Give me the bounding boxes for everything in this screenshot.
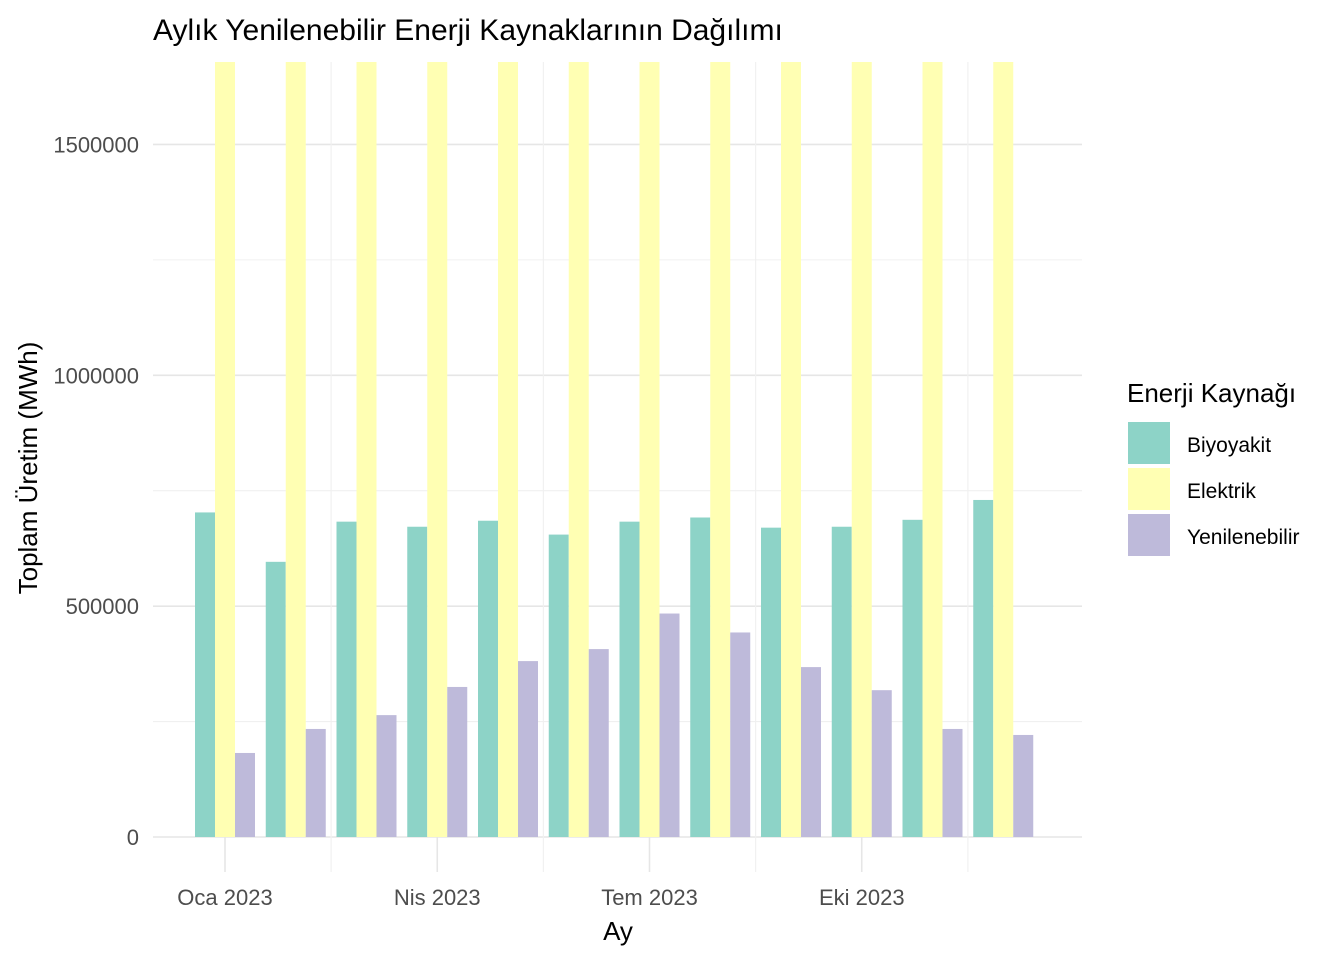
y-tick-label: 1000000 [53, 363, 139, 388]
y-tick-label: 500000 [66, 594, 139, 619]
x-tick-label: Tem 2023 [601, 885, 698, 910]
x-tick-label: Oca 2023 [177, 885, 272, 910]
chart-title: Aylık Yenilenebilir Enerji Kaynaklarının… [153, 14, 783, 47]
bar-biyoyakit-2023-06 [548, 534, 569, 837]
bar-yenilenebilir-2023-06 [588, 649, 609, 837]
legend-key-elektrik [1128, 468, 1170, 510]
legend-label-elektrik: Elektrik [1187, 480, 1256, 503]
bar-yenilenebilir-2023-07 [659, 613, 680, 837]
bar-biyoyakit-2023-07 [619, 521, 640, 837]
bar-yenilenebilir-2023-05 [518, 661, 538, 837]
bar-biyoyakit-2023-12 [973, 499, 994, 837]
bar-biyoyakit-2023-03 [336, 521, 357, 837]
bar-biyoyakit-2023-11 [902, 519, 923, 837]
legend-key-yenilenebilir [1128, 514, 1170, 556]
bar-yenilenebilir-2023-02 [305, 728, 326, 837]
x-axis-ticks: Oca 2023 Nis 2023 Tem 2023 Eki 2023 [177, 885, 904, 910]
bar-biyoyakit-2023-05 [478, 520, 498, 837]
bar-yenilenebilir-2023-08 [730, 632, 751, 837]
y-tick-label: 1500000 [53, 132, 139, 157]
bar-biyoyakit-2023-01 [195, 512, 215, 837]
bar-elektrik-2023-03 [356, 62, 377, 837]
bar-yenilenebilir-2023-10 [871, 690, 892, 837]
bar-elektrik-2023-06 [568, 62, 589, 837]
x-tick-label: Eki 2023 [819, 885, 905, 910]
bar-elektrik-2023-09 [781, 62, 801, 837]
bar-biyoyakit-2023-09 [761, 527, 781, 837]
bar-biyoyakit-2023-02 [265, 561, 286, 837]
bar-yenilenebilir-2023-09 [801, 667, 821, 837]
legend-label-yenilenebilir: Yenilenebilir [1187, 526, 1299, 549]
bar-elektrik-2023-01 [215, 62, 235, 837]
legend-key-biyoyakit [1128, 422, 1170, 464]
legend: Enerji Kaynağı Biyoyakit Elektrik Yenilene… [1127, 378, 1299, 556]
bar-yenilenebilir-2023-01 [235, 752, 255, 837]
bar-yenilenebilir-2023-12 [1013, 734, 1034, 837]
y-axis-title: Toplam Üretim (MWh) [13, 342, 43, 595]
bar-biyoyakit-2023-08 [690, 517, 711, 837]
legend-title: Enerji Kaynağı [1127, 378, 1296, 408]
bar-elektrik-2023-04 [427, 62, 448, 837]
legend-label-biyoyakit: Biyoyakit [1187, 434, 1271, 457]
bar-elektrik-2023-02 [285, 62, 306, 837]
bar-yenilenebilir-2023-11 [942, 728, 963, 837]
bar-yenilenebilir-2023-03 [376, 715, 397, 837]
y-tick-label: 0 [127, 825, 139, 850]
bar-elektrik-2023-08 [710, 62, 731, 837]
bar-biyoyakit-2023-04 [407, 526, 428, 837]
y-axis-ticks: 0 500000 1000000 1500000 [53, 132, 139, 850]
bar-biyoyakit-2023-10 [831, 526, 852, 837]
bar-elektrik-2023-11 [922, 62, 943, 837]
bar-elektrik-2023-07 [639, 62, 660, 837]
x-tick-label: Nis 2023 [394, 885, 481, 910]
bar-yenilenebilir-2023-04 [447, 686, 468, 837]
bar-elektrik-2023-12 [993, 62, 1014, 837]
x-axis-title: Ay [603, 916, 633, 946]
bar-elektrik-2023-05 [498, 62, 518, 837]
bar-elektrik-2023-10 [851, 62, 872, 837]
bars [195, 62, 1034, 837]
